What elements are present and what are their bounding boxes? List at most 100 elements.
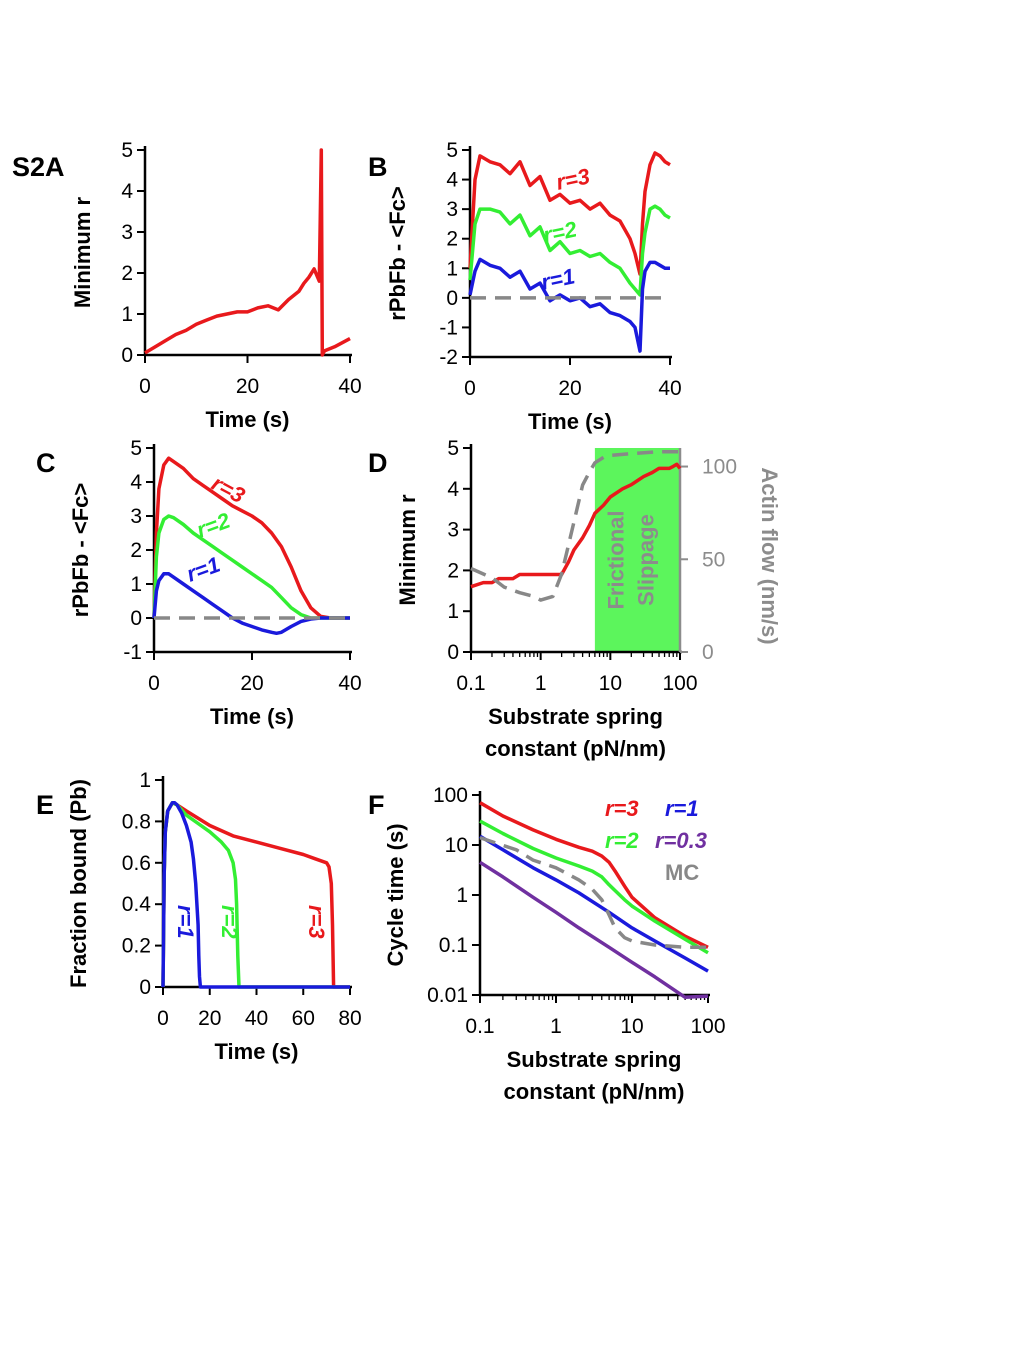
y2-tick-label: 0 — [702, 641, 714, 664]
y-tick-label: 0.1 — [439, 934, 468, 957]
x-axis-label: constant (pN/nm) — [485, 736, 666, 761]
series-line-r-0-3 — [479, 860, 709, 1000]
panel-letter: D — [368, 448, 388, 478]
x-tick-label: 0.1 — [465, 1015, 494, 1038]
y-tick-label: 1 — [130, 573, 142, 596]
panel-s2a: S2A 0 1 2 3 4 5 0 20 40 Time (s) Minimum r — [12, 139, 362, 432]
panel-f: F 0.01 0.1 1 10 100 0.1 1 10 100 Substrate spring c… — [368, 784, 726, 1104]
y-tick-label: 0.01 — [427, 984, 468, 1007]
series-line-r-2 — [152, 514, 350, 620]
y-tick-label: 0 — [139, 976, 151, 999]
x-axis-label: Time (s) — [206, 407, 290, 432]
y-axis-label: Minimum r — [70, 196, 95, 308]
series-line-mc — [479, 836, 708, 950]
y-axis-label: Cycle time (s) — [383, 823, 408, 966]
x-tick-label: 80 — [338, 1007, 361, 1030]
x-tick-label: 10 — [599, 672, 622, 695]
y-tick-label: 10 — [445, 834, 468, 857]
y-tick-label: 1 — [446, 257, 458, 280]
series-line-actin-flow — [470, 449, 680, 602]
y-tick-label: 2 — [130, 539, 142, 562]
series-line-minimum-r — [470, 462, 682, 589]
series-line-r-3 — [479, 801, 709, 949]
curve-annotation-r-3: r=3 — [208, 470, 249, 508]
x-tick-label: 20 — [240, 672, 263, 695]
y-tick-label: 0.2 — [122, 935, 151, 958]
x-tick-label: 1 — [550, 1015, 562, 1038]
x-axis-label: Substrate spring — [488, 704, 663, 729]
panel-letter: F — [368, 790, 385, 820]
curve-annotation-r-1: r=1 — [173, 905, 198, 939]
x-tick-label: 100 — [690, 1015, 725, 1038]
x-tick-label: 0.1 — [456, 672, 485, 695]
y2-tick-label: 50 — [702, 548, 725, 571]
y-axis-label: Fraction bound (Pb) — [66, 779, 91, 988]
y-tick-label: 4 — [121, 180, 133, 203]
x-tick-label: 10 — [620, 1015, 643, 1038]
x-tick-label: 0 — [139, 375, 151, 398]
panel-letter: C — [36, 448, 56, 478]
x-tick-label: 40 — [338, 375, 361, 398]
y-tick-label: 3 — [446, 198, 458, 221]
y-tick-label: 0 — [130, 607, 142, 630]
y-tick-label: 2 — [446, 228, 458, 251]
curve-annotation-mc: MC — [665, 860, 699, 885]
y-tick-label: 5 — [447, 437, 459, 460]
curve-annotation-r-2: r=2 — [605, 828, 639, 853]
series-line-red — [144, 148, 351, 357]
x-axis-label: Time (s) — [528, 409, 612, 434]
series-line-r-3 — [152, 456, 350, 620]
curve-annotation-r-0-3: r=0.3 — [655, 828, 707, 853]
y-tick-label: 5 — [121, 139, 133, 162]
y-tick-label: 4 — [130, 471, 142, 494]
curve-annotation-r-2: r=2 — [193, 507, 234, 542]
x-tick-label: 20 — [236, 375, 259, 398]
curve-annotation-r-1: r=1 — [539, 263, 577, 294]
region-label: Slippage — [633, 514, 658, 606]
y2-tick-label: 100 — [702, 456, 737, 479]
series-line-r-1 — [152, 572, 350, 636]
y-tick-label: -2 — [439, 346, 458, 369]
x-axis-label: constant (pN/nm) — [504, 1079, 685, 1104]
series-line-r-1 — [468, 257, 670, 353]
y-tick-label: 3 — [447, 519, 459, 542]
y-tick-label: 100 — [433, 784, 468, 807]
curve-annotation-r-2: r=2 — [541, 216, 580, 248]
series-line-r-1 — [479, 834, 709, 973]
panel-b: B -2 -1 0 1 2 3 4 5 0 20 40 Time (s) rPbFb - <Fc> — [368, 139, 682, 434]
y-tick-label: 0 — [121, 344, 133, 367]
x-tick-label: 40 — [338, 672, 361, 695]
y-axis-label: rPbFb - <Fc> — [68, 483, 93, 617]
y-tick-label: 4 — [446, 169, 458, 192]
y-tick-label: 0.8 — [122, 810, 151, 833]
x-axis-label: Time (s) — [215, 1039, 299, 1064]
region-label: Frictional — [603, 510, 628, 609]
y-tick-label: 1 — [139, 769, 151, 792]
y-tick-label: 5 — [446, 139, 458, 162]
series-line-r-1 — [161, 801, 350, 989]
y-tick-label: 1 — [447, 600, 459, 623]
y-tick-label: 2 — [447, 559, 459, 582]
panel-e: E 0 0.2 0.4 0.6 0.8 1 0 20 40 60 80 Time (s) Fraction… — [36, 769, 362, 1064]
panel-c: C -1 0 1 2 3 4 5 0 20 40 Time (s) rPbFb - <Fc> — [36, 437, 362, 729]
x-tick-label: 20 — [198, 1007, 221, 1030]
x-tick-label: 1 — [535, 672, 547, 695]
curve-annotation-r-3: r=3 — [304, 905, 329, 939]
series-line-r-3 — [468, 151, 671, 276]
y-tick-label: 0 — [446, 287, 458, 310]
x-tick-label: 60 — [292, 1007, 315, 1030]
curve-annotation-r-1: r=1 — [665, 796, 699, 821]
curve-annotation-r-1: r=1 — [183, 552, 223, 587]
y-tick-label: 3 — [130, 505, 142, 528]
x-tick-label: 0 — [157, 1007, 169, 1030]
y-tick-label: 1 — [456, 884, 468, 907]
panel-letter: S2A — [12, 152, 65, 182]
series-line-r-2 — [468, 204, 671, 297]
x-tick-label: 100 — [662, 672, 697, 695]
y-tick-label: 2 — [121, 262, 133, 285]
y-tick-label: 0.4 — [122, 893, 152, 916]
y2-axis-label: Actin flow (nm/s) — [757, 467, 782, 644]
x-tick-label: 0 — [464, 377, 476, 400]
